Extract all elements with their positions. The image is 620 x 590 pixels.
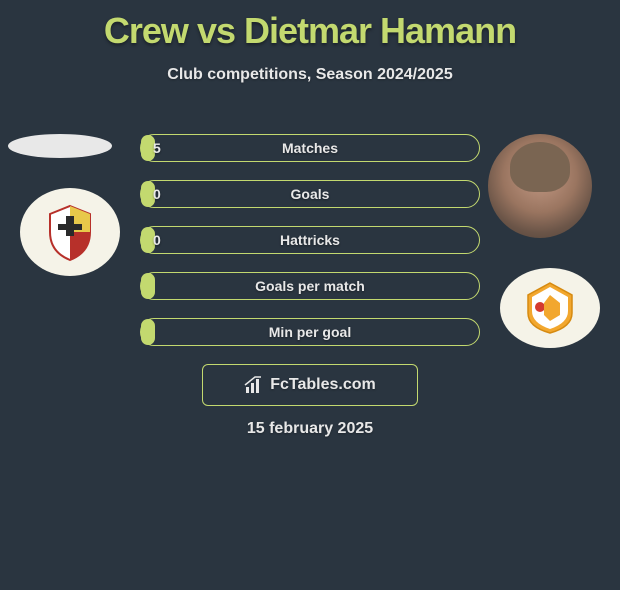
chart-icon bbox=[244, 375, 264, 395]
crest-icon bbox=[520, 281, 580, 335]
bar-value: 5 bbox=[153, 140, 161, 156]
bar-fill bbox=[141, 273, 155, 299]
club-left-badge bbox=[20, 188, 120, 276]
bar-label: Hattricks bbox=[280, 232, 340, 248]
stat-bar-matches: 5 Matches bbox=[140, 134, 480, 162]
subtitle: Club competitions, Season 2024/2025 bbox=[0, 66, 620, 84]
date-label: 15 february 2025 bbox=[0, 420, 620, 438]
stat-bar-hattricks: 0 Hattricks bbox=[140, 226, 480, 254]
bar-label: Matches bbox=[282, 140, 338, 156]
player-right-avatar bbox=[488, 134, 592, 238]
bar-fill bbox=[141, 319, 155, 345]
shield-icon bbox=[40, 202, 100, 262]
bar-value: 0 bbox=[153, 186, 161, 202]
stat-bar-goals: 0 Goals bbox=[140, 180, 480, 208]
stat-bar-goals-per-match: Goals per match bbox=[140, 272, 480, 300]
club-right-badge bbox=[500, 268, 600, 348]
player-left-avatar bbox=[8, 134, 112, 158]
page-title: Crew vs Dietmar Hamann bbox=[0, 10, 620, 52]
bar-label: Min per goal bbox=[269, 324, 351, 340]
branding-badge: FcTables.com bbox=[202, 364, 418, 406]
branding-text: FcTables.com bbox=[270, 376, 376, 394]
bar-value: 0 bbox=[153, 232, 161, 248]
bar-label: Goals per match bbox=[255, 278, 365, 294]
stat-bar-min-per-goal: Min per goal bbox=[140, 318, 480, 346]
stat-bars: 5 Matches 0 Goals 0 Hattricks Goals per … bbox=[140, 134, 480, 364]
bar-label: Goals bbox=[291, 186, 330, 202]
